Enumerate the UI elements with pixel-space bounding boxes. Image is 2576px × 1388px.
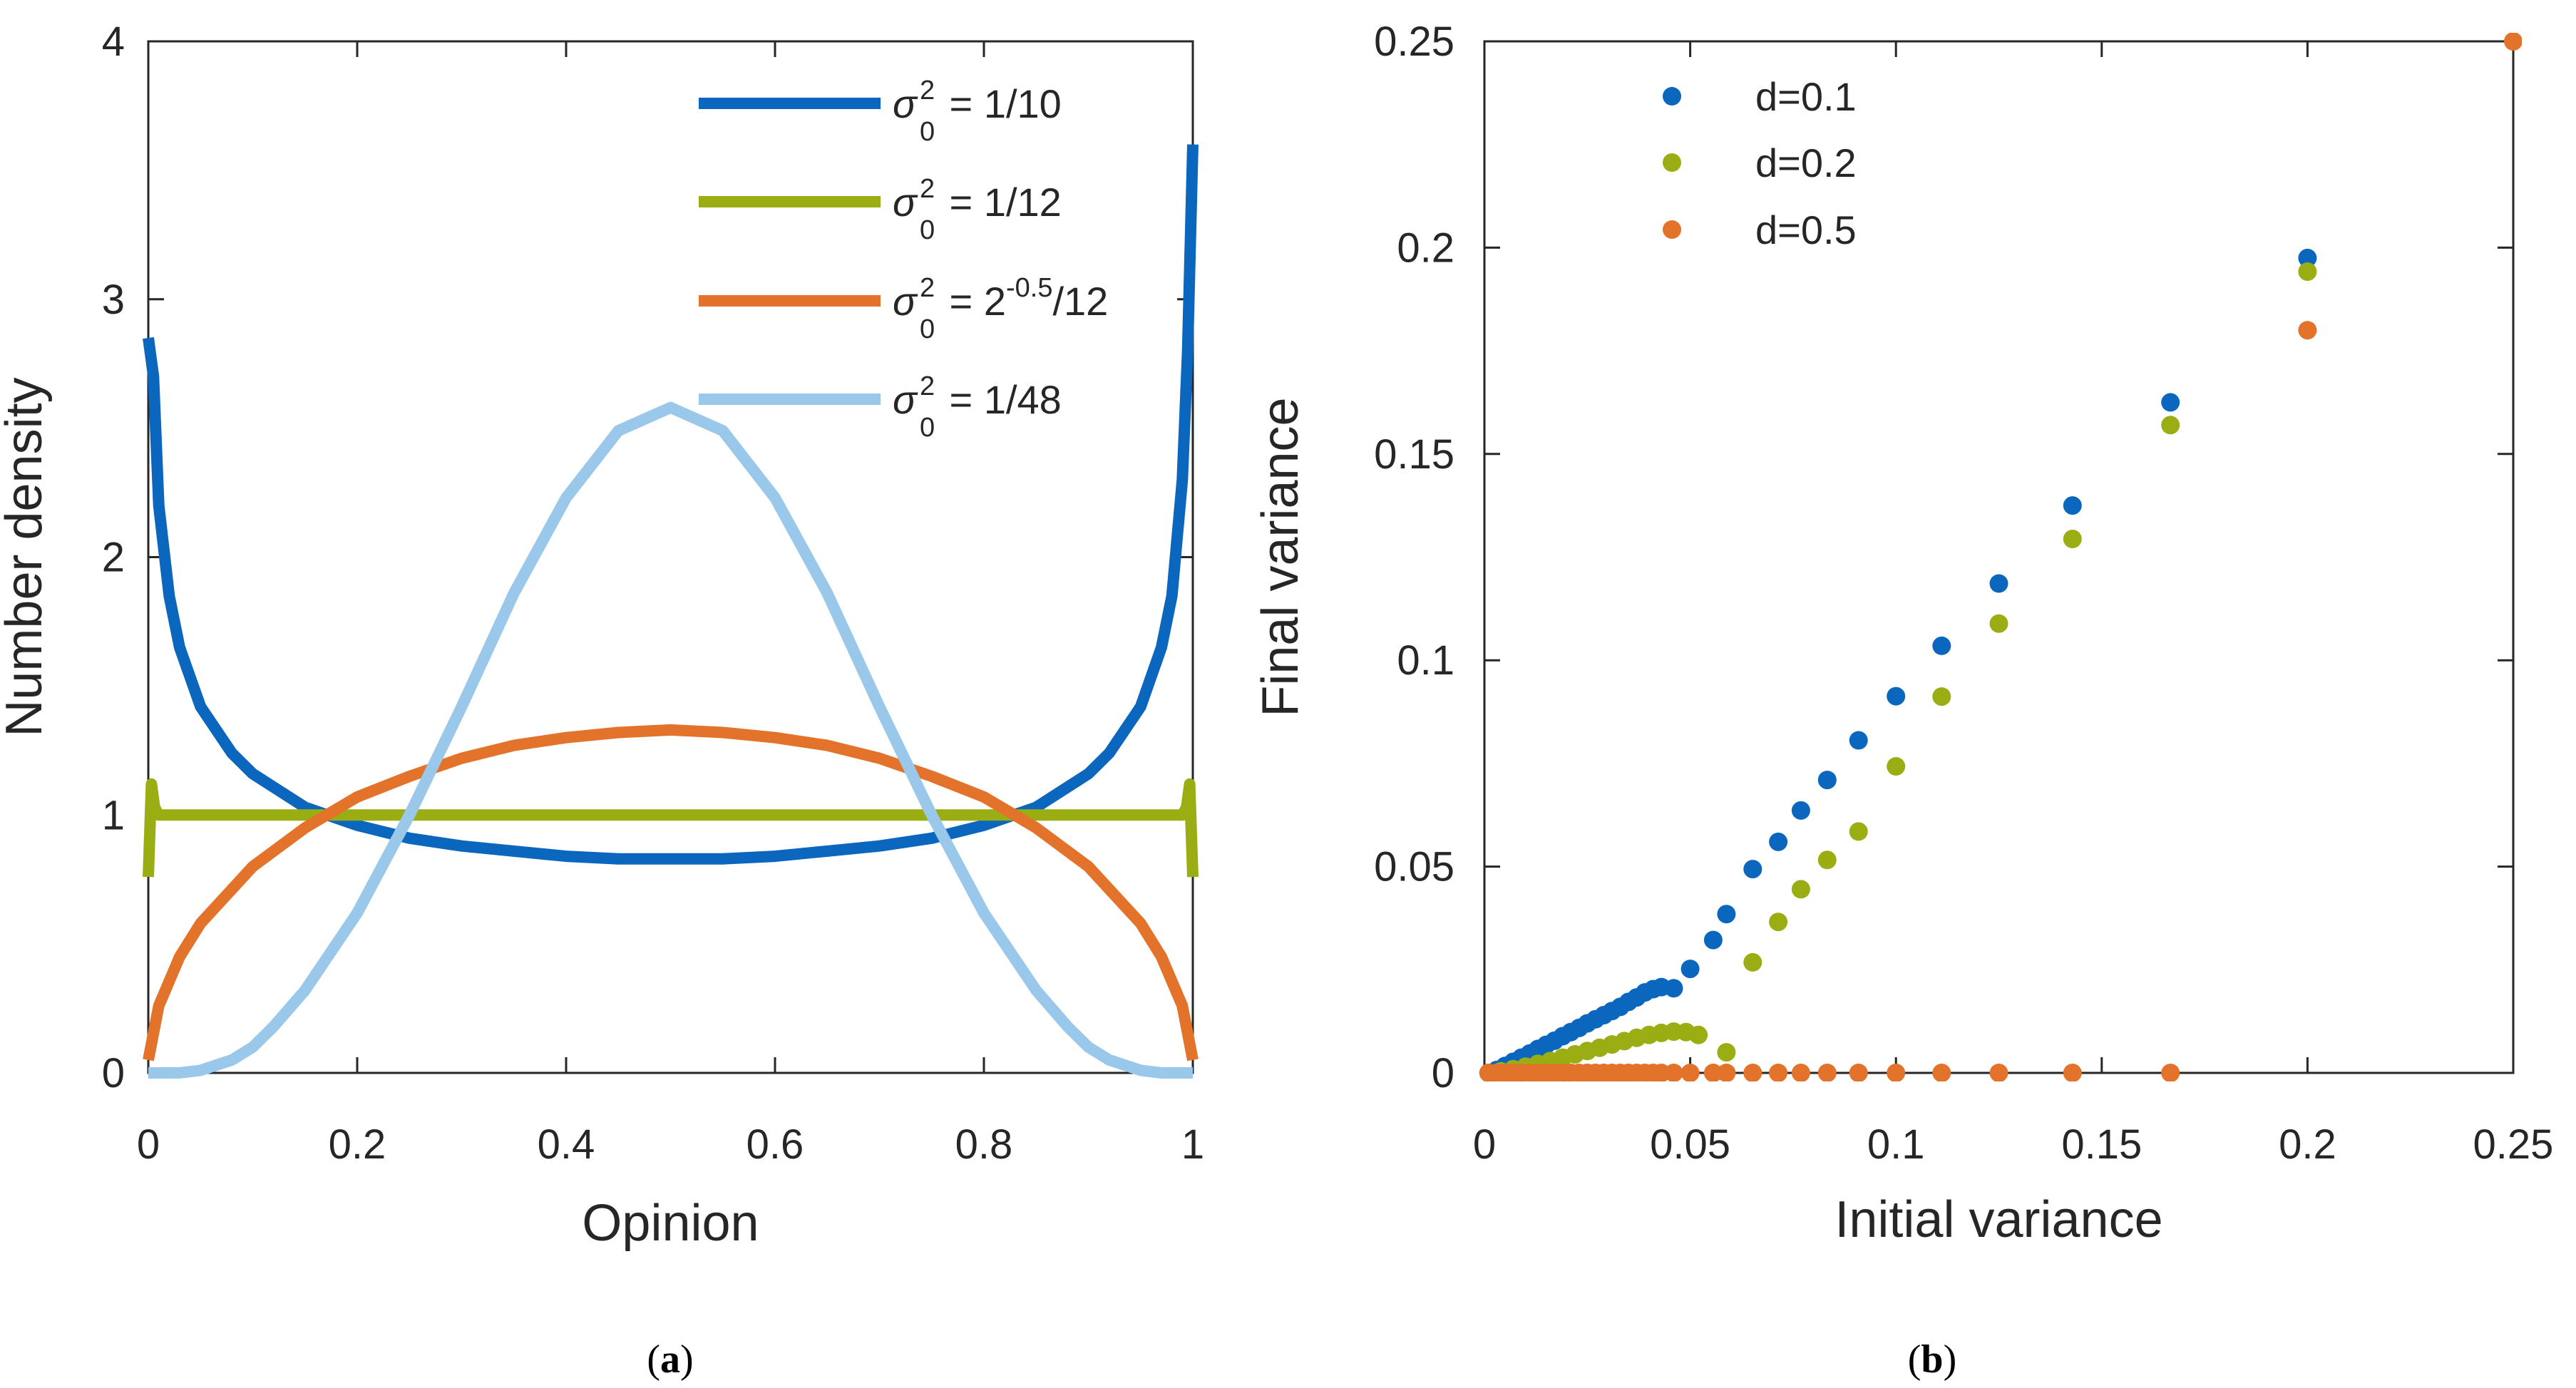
data-point [2161,1064,2180,1081]
data-point [1932,636,1951,655]
x-tick-label: 1 [1181,1121,1204,1168]
plot-area [143,144,1199,1079]
data-point [1989,1064,2008,1081]
x-tick-label: 0 [137,1121,160,1168]
data-point [1689,1025,1708,1044]
y-tick-label: 0.25 [1374,19,1454,65]
panel-caption: (a) [647,1337,693,1382]
data-point [1989,614,2008,633]
plot-area [1479,33,2522,1081]
x-tick-label: 0.15 [2061,1121,2142,1168]
data-point [2161,416,2180,435]
data-point [1849,822,1868,841]
data-point [1769,1064,1788,1081]
data-point [1743,952,1762,972]
data-point [1769,913,1788,932]
data-point [2298,321,2317,340]
x-tick-label: 0.8 [955,1121,1013,1168]
plot-frame [147,40,1194,1074]
series-line-1 [143,144,1199,865]
data-point [1717,1043,1736,1062]
chart-panel-b: 0 0.05 0.1 0.15 0.2 0.25 0 0.05 0.1 0.15 0.2 0.25 In… [1252,19,2553,1382]
data-point [1703,930,1723,950]
y-tick-label: 3 [102,277,125,323]
y-tick-label: 2 [102,535,125,581]
series-2 [1479,262,2317,1081]
y-tick-label: 0.05 [1374,844,1454,890]
data-point [1817,771,1837,790]
y-tick-label: 0.1 [1397,637,1454,684]
data-point [1887,687,1906,706]
data-point [2063,530,2082,548]
data-point [1743,1064,1762,1081]
data-point [2298,248,2317,267]
data-point [1664,1064,1683,1081]
legend-marker-2 [1663,153,1681,172]
data-point [1849,1064,1868,1081]
data-point [1703,1064,1723,1081]
data-point [1680,1064,1700,1081]
data-point [1932,1064,1951,1081]
data-point [1887,757,1906,776]
series-line-3 [143,724,1199,1061]
legend-entry-2: d=0.2 [1755,140,1857,185]
x-tick-label: 0.2 [329,1121,386,1168]
data-point [1989,574,2008,593]
x-tick-label: 0 [1473,1121,1496,1168]
data-point [1680,960,1700,979]
data-point [2063,496,2082,515]
data-point [2161,393,2180,412]
data-point [1932,687,1951,706]
data-point [1849,731,1868,750]
y-tick-label: 0 [1432,1050,1454,1096]
y-tick-label: 0.2 [1397,225,1454,271]
x-axis-label: Initial variance [1834,1191,2162,1248]
data-point [1717,1064,1736,1081]
data-point [1717,905,1736,924]
series-3 [1479,33,2522,1081]
data-point [1791,801,1810,820]
y-axis-label: Number density [0,377,53,736]
data-point [1817,850,1837,870]
chart-panel-a: 0 0.2 0.4 0.6 0.8 1 0 1 2 3 4 Opinion Number density… [0,19,1204,1382]
legend-entry-3: d=0.5 [1755,207,1857,252]
x-tick-label: 0.6 [746,1121,804,1168]
data-point [1791,1064,1810,1081]
x-tick-label: 0.4 [538,1121,595,1168]
x-tick-label: 0.1 [1867,1121,1925,1168]
data-point [1743,860,1762,879]
legend-entry-1: d=0.1 [1755,74,1857,119]
data-point [1664,979,1683,998]
data-point [1887,1064,1906,1081]
y-tick-label: 4 [102,19,125,65]
x-axis-label: Opinion [582,1195,759,1252]
data-point [1791,880,1810,899]
x-tick-label: 0.05 [1650,1121,1730,1168]
plot-frame [1483,40,2515,1074]
data-point [2298,262,2317,281]
data-point [2063,1064,2082,1081]
y-tick-label: 0.15 [1374,431,1454,478]
series-line-2 [143,778,1199,878]
data-point [1769,832,1788,851]
y-axis-label: Final variance [1252,397,1309,716]
legend-marker-3 [1663,220,1681,239]
data-point [2504,33,2522,51]
x-tick-label: 0.25 [2473,1121,2554,1168]
data-point [1817,1064,1837,1081]
legend-marker-1 [1663,87,1681,106]
y-tick-label: 1 [102,792,125,838]
y-tick-label: 0 [102,1050,125,1096]
x-tick-label: 0.2 [2279,1121,2336,1168]
panel-caption: (b) [1908,1337,1956,1382]
series-line-4 [148,401,1193,1079]
